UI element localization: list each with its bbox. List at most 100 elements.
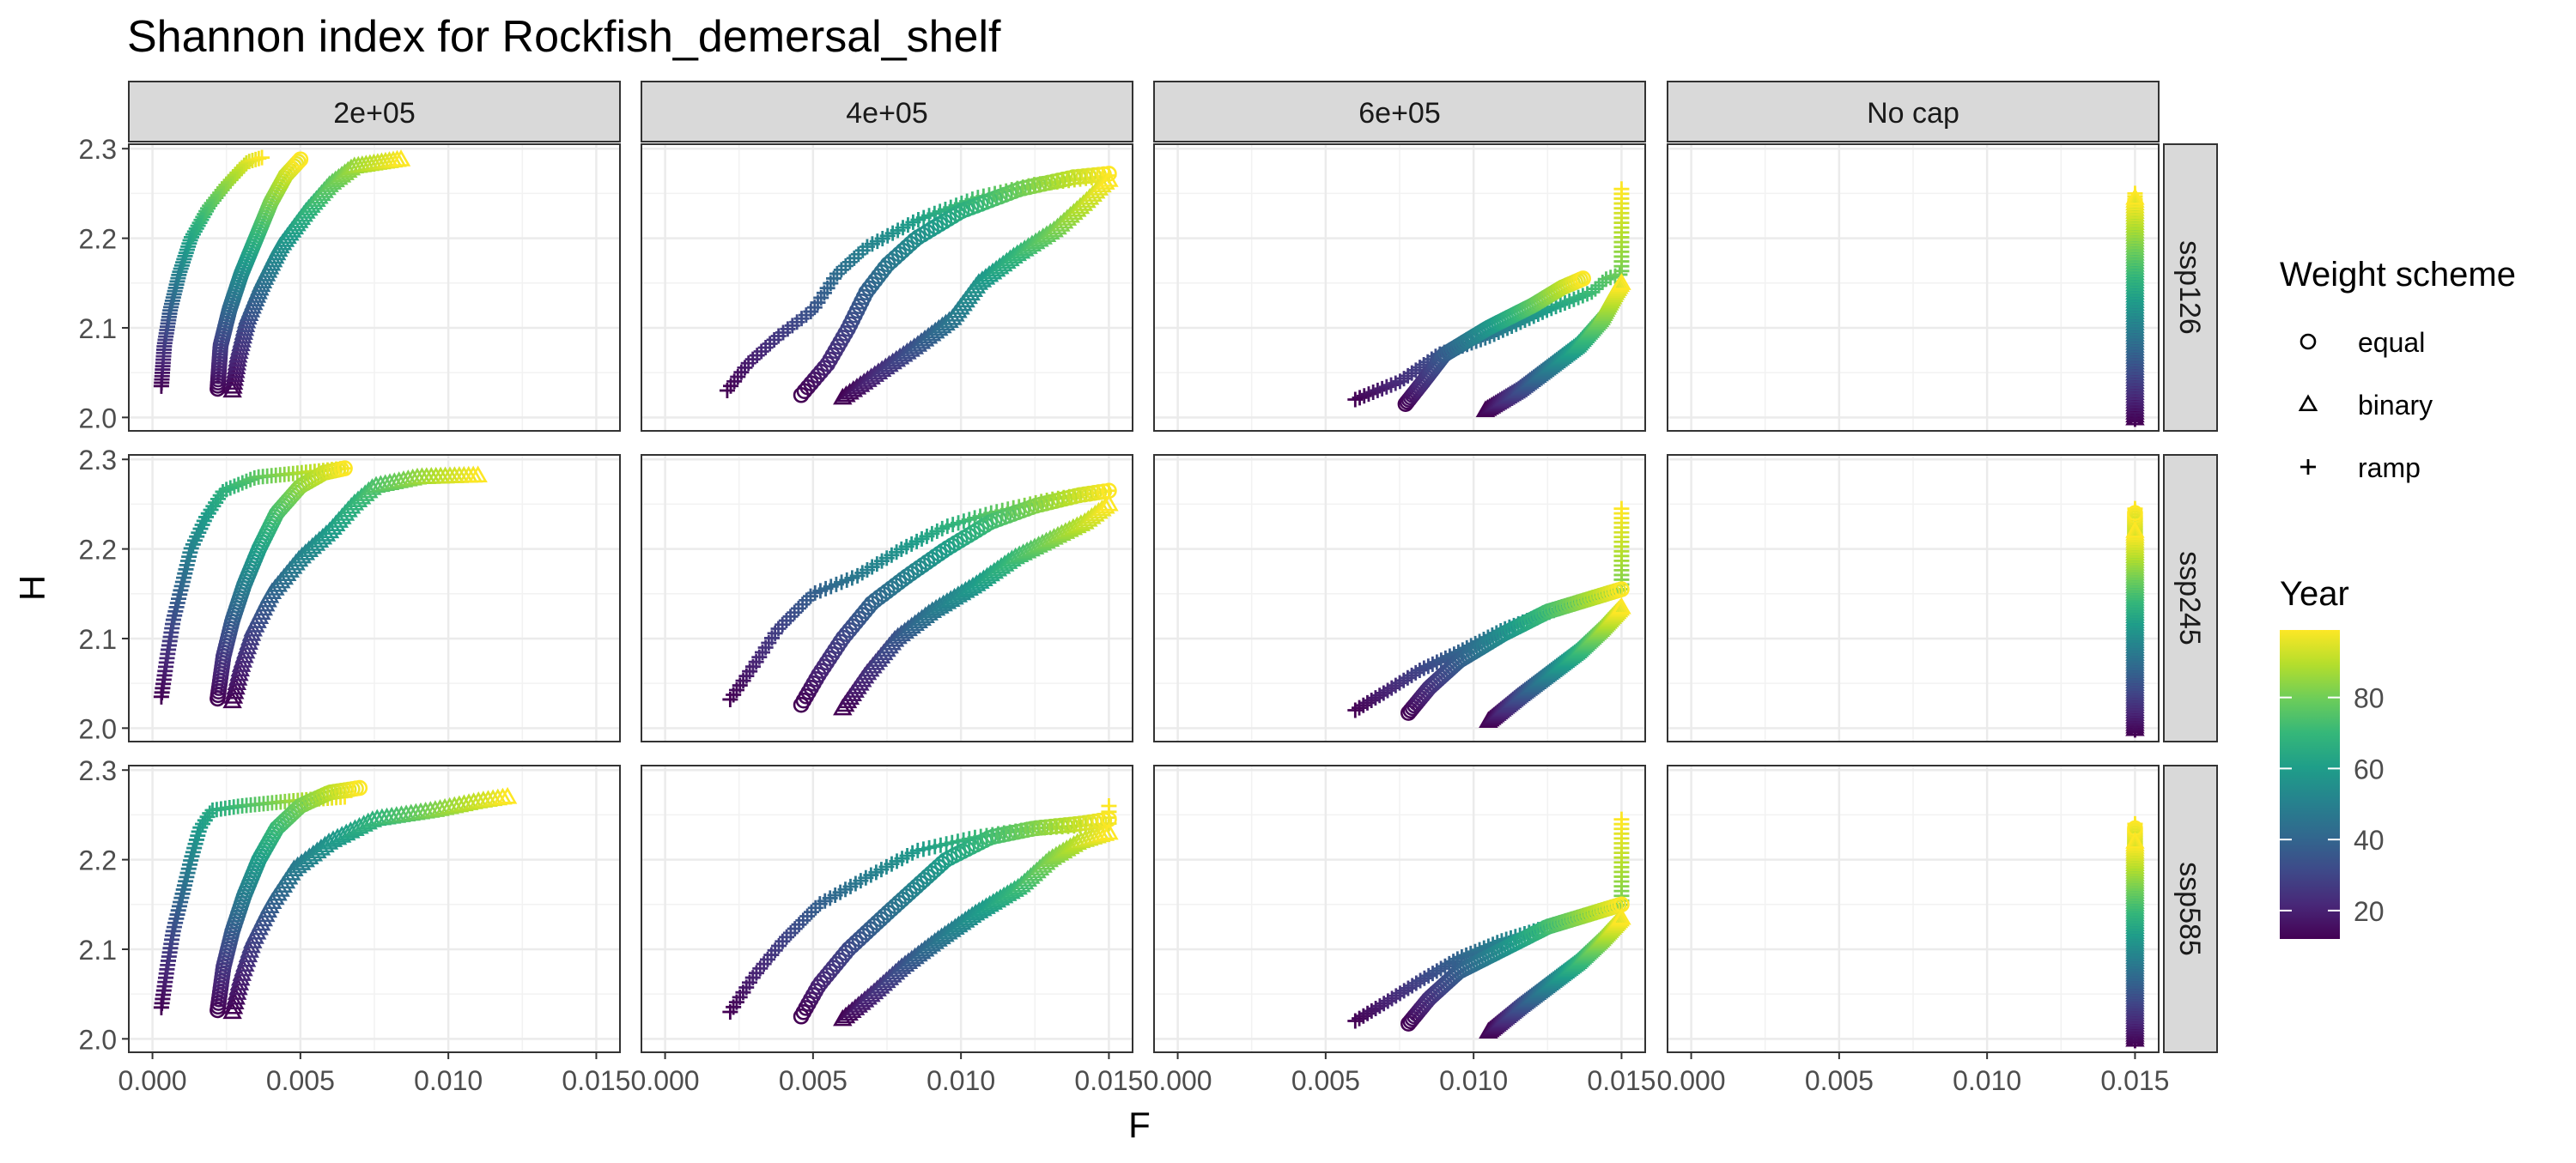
column-strip-bg — [1667, 81, 2160, 142]
data-point-binary — [2125, 199, 2145, 216]
data-point-binary — [1008, 877, 1028, 895]
data-point-binary — [2125, 280, 2145, 297]
data-point-ramp — [1101, 797, 1117, 814]
data-point-binary — [2125, 391, 2145, 409]
data-point-binary — [921, 324, 942, 342]
data-point-binary — [982, 262, 1003, 280]
data-point-binary — [2125, 330, 2145, 348]
data-point-binary — [833, 1009, 853, 1027]
legend-label-ramp: ramp — [2358, 452, 2421, 483]
data-point-binary — [842, 1001, 862, 1019]
data-point-equal — [1085, 167, 1103, 184]
data-point-binary — [337, 823, 356, 841]
y-tick-label: 2.2 — [79, 845, 117, 876]
row-strip-1: ssp245 — [2163, 454, 2218, 742]
data-point-binary — [2125, 294, 2145, 312]
data-point-equal — [1070, 168, 1087, 185]
data-point-binary — [2125, 227, 2145, 245]
data-point-binary — [2125, 260, 2145, 278]
y-tick-label: 2.3 — [79, 134, 117, 165]
column-strip-label: 4e+05 — [846, 97, 928, 130]
data-point-binary — [354, 815, 374, 832]
data-point-ramp — [187, 532, 204, 548]
y-tick-label: 2.3 — [79, 445, 117, 475]
panel-border — [1667, 143, 2160, 432]
data-point-binary — [911, 332, 932, 349]
panel-ssp585-1: 0.000 0.005 0.010 0.015 — [631, 765, 1143, 1096]
x-tick-label: 0.005 — [779, 1065, 848, 1096]
panel-points — [1347, 181, 1631, 418]
data-point-binary — [2125, 218, 2145, 236]
column-strip-bg — [128, 81, 621, 142]
data-point-binary — [2125, 408, 2145, 426]
data-point-binary — [2125, 255, 2145, 272]
data-point-ramp — [215, 483, 231, 500]
data-point-binary — [1612, 273, 1631, 290]
data-point-binary — [2125, 271, 2145, 289]
data-point-binary — [1092, 499, 1112, 517]
data-point-binary — [2125, 207, 2145, 225]
x-tick-label: 0.015 — [562, 1065, 630, 1096]
x-tick-label: 0.000 — [1657, 1065, 1726, 1096]
data-point-binary — [2125, 383, 2145, 401]
x-tick-label: 0.015 — [1074, 1065, 1143, 1096]
data-point-binary — [2125, 282, 2145, 300]
y-tick-label: 2.2 — [79, 535, 117, 566]
color-legend-title: Year — [2280, 575, 2349, 613]
data-point-binary — [2125, 349, 2145, 367]
data-point-binary — [2125, 210, 2145, 227]
data-point-binary — [2125, 369, 2145, 386]
data-point-binary — [2125, 269, 2145, 286]
data-point-binary — [839, 1003, 859, 1021]
data-point-ramp — [183, 540, 199, 556]
data-point-binary — [864, 982, 884, 1000]
data-point-binary — [2125, 235, 2145, 252]
data-point-binary — [223, 996, 244, 1015]
data-point-binary — [2125, 327, 2145, 345]
data-point-binary — [2125, 233, 2145, 250]
data-point-binary — [2125, 300, 2145, 317]
data-point-binary — [2125, 202, 2145, 219]
data-point-binary — [918, 326, 939, 344]
data-point-binary — [331, 826, 352, 843]
panel-border — [128, 765, 621, 1053]
data-point-binary — [497, 786, 518, 804]
data-point-binary — [993, 254, 1013, 272]
data-point-binary — [224, 681, 245, 700]
data-point-binary — [975, 267, 996, 285]
data-point-binary — [883, 965, 902, 983]
data-point-binary — [1092, 175, 1112, 193]
panel-points — [153, 779, 518, 1020]
colorbar-label: 80 — [2354, 683, 2385, 714]
data-point-binary — [2125, 836, 2145, 854]
data-point-ramp — [1591, 277, 1607, 294]
data-point-binary — [2125, 274, 2145, 292]
data-point-binary — [2125, 307, 2145, 325]
data-point-binary — [2125, 238, 2145, 256]
x-tick-label: 0.010 — [1953, 1065, 2021, 1096]
data-point-binary — [222, 1002, 242, 1020]
row-strip-bg — [2163, 454, 2218, 742]
data-point-binary — [2125, 336, 2145, 353]
data-point-binary — [2125, 318, 2145, 336]
data-point-binary — [2125, 204, 2145, 222]
data-point-binary — [2125, 352, 2145, 370]
data-point-binary — [2125, 834, 2145, 851]
data-point-binary — [2125, 257, 2145, 275]
y-tick-label: 2.0 — [79, 403, 117, 433]
panel-grid — [129, 144, 620, 431]
data-point-binary — [2125, 285, 2145, 303]
data-point-binary — [2125, 403, 2145, 420]
column-strip-3: No cap — [1667, 81, 2160, 142]
data-point-binary — [230, 659, 250, 677]
data-point-binary — [2125, 296, 2145, 314]
data-point-equal — [1613, 581, 1630, 597]
data-point-binary — [1095, 824, 1115, 841]
data-point-binary — [2125, 366, 2145, 384]
colorbar-label: 20 — [2354, 896, 2385, 927]
data-point-binary — [2125, 188, 2145, 205]
data-point-binary — [226, 987, 246, 1005]
data-point-binary — [2125, 385, 2145, 403]
data-point-binary — [2125, 374, 2145, 392]
